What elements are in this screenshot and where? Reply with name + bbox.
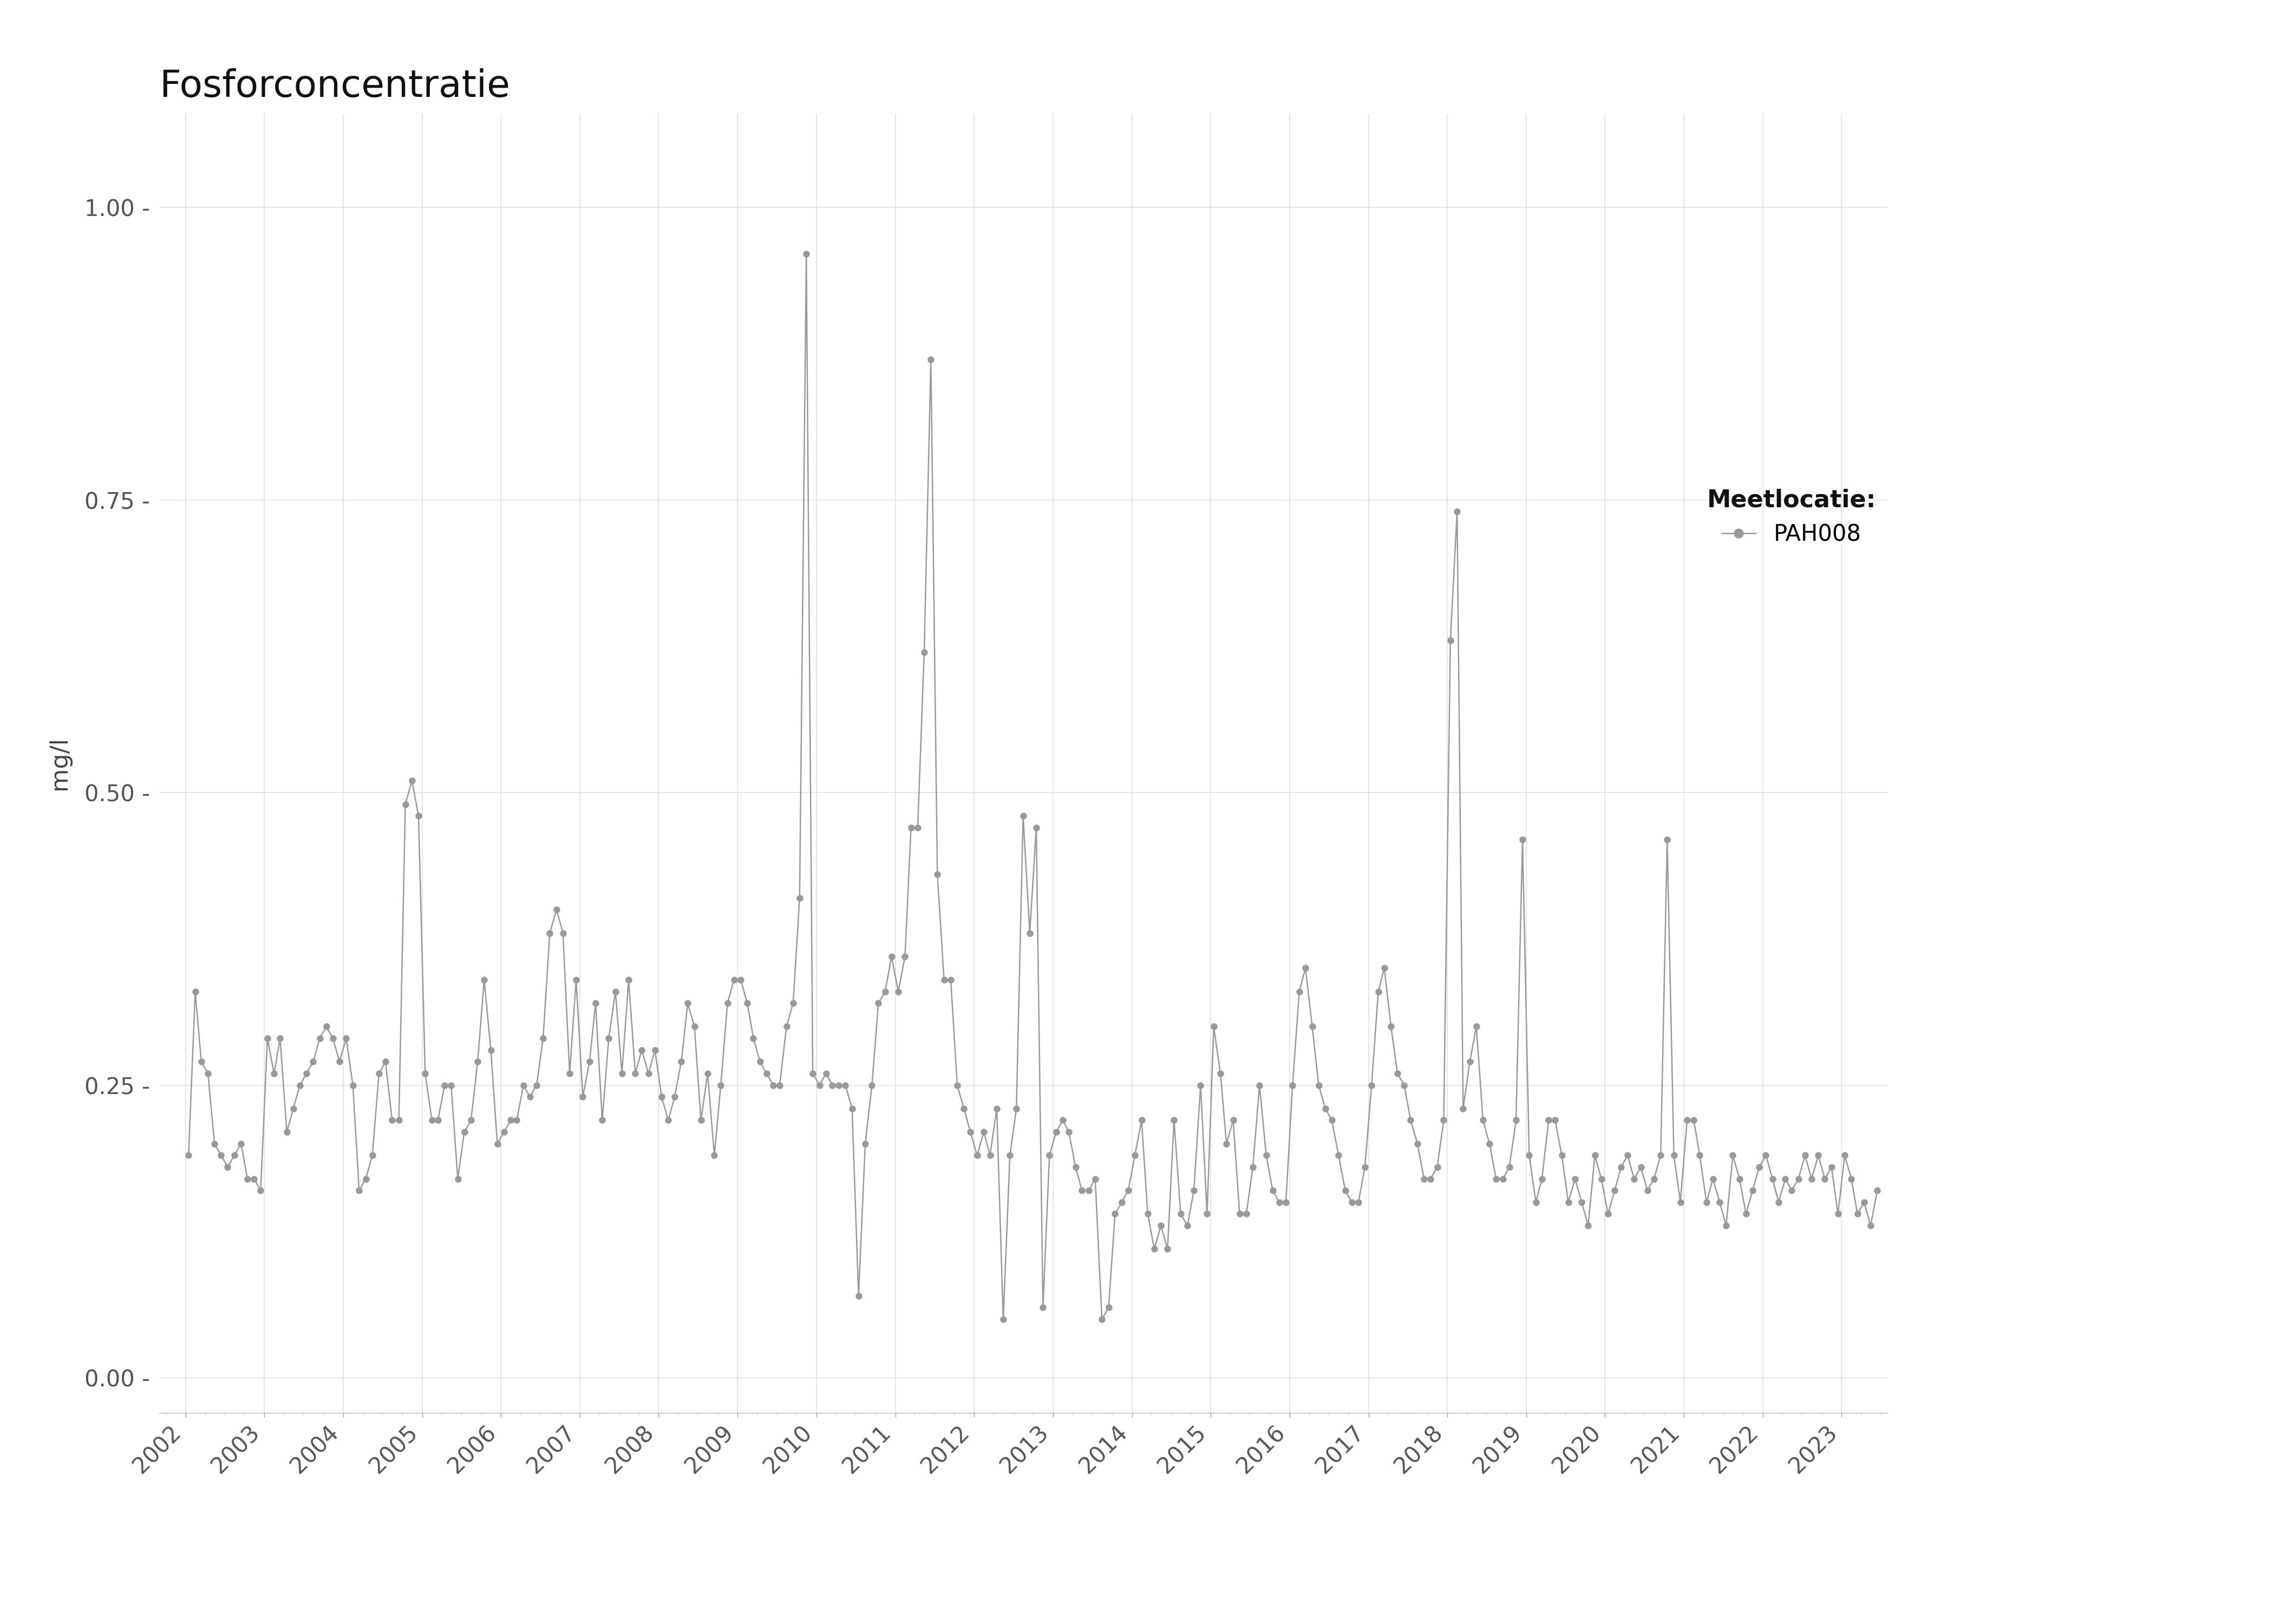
Y-axis label: mg/l: mg/l [48, 737, 70, 789]
Legend: PAH008: PAH008 [1708, 489, 1876, 546]
Text: Fosforconcentratie: Fosforconcentratie [159, 68, 509, 104]
